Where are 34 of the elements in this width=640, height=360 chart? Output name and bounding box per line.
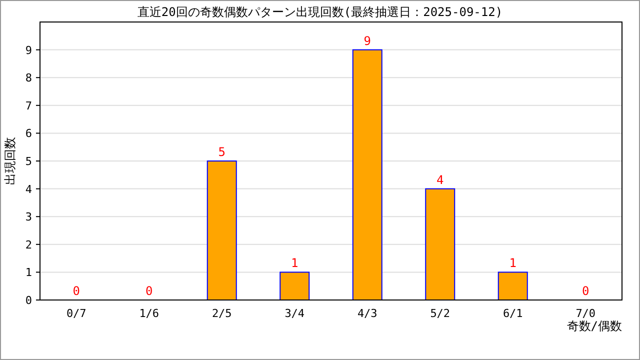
data-label: 9 bbox=[364, 34, 371, 48]
y-tick-label: 4 bbox=[25, 182, 32, 196]
y-tick-label: 5 bbox=[25, 155, 32, 168]
y-tick-label: 2 bbox=[25, 238, 32, 252]
x-tick-label: 3/4 bbox=[284, 307, 305, 320]
y-tick-label: 7 bbox=[25, 99, 32, 112]
x-axis-title: 奇数/偶数 bbox=[566, 319, 622, 333]
x-tick-label: 6/1 bbox=[502, 307, 523, 320]
bar bbox=[352, 49, 382, 300]
y-tick-label: 1 bbox=[25, 266, 32, 280]
x-tick-label: 1/6 bbox=[139, 307, 160, 320]
bar bbox=[498, 272, 528, 300]
y-tick-label: 0 bbox=[25, 294, 32, 307]
x-tick-label: 2/5 bbox=[212, 307, 232, 320]
y-tick-label: 6 bbox=[25, 127, 32, 140]
bar bbox=[425, 188, 456, 300]
data-label: 1 bbox=[509, 256, 516, 270]
x-tick-label: 0/7 bbox=[66, 307, 86, 320]
bar bbox=[280, 272, 310, 300]
y-axis-title: 出現回数 bbox=[3, 137, 17, 185]
data-label: 1 bbox=[291, 256, 298, 270]
x-tick-label: 5/2 bbox=[430, 307, 450, 320]
x-tick-label: 7/0 bbox=[576, 307, 596, 320]
y-tick-label: 9 bbox=[25, 44, 32, 57]
x-tick-label: 4/3 bbox=[357, 307, 378, 320]
chart-title: 直近20回の奇数偶数パターン出現回数(最終抽選日：2025-09-12) bbox=[137, 5, 503, 19]
y-tick-label: 8 bbox=[25, 72, 32, 85]
data-label: 5 bbox=[218, 145, 226, 159]
y-tick-label: 3 bbox=[25, 210, 32, 224]
data-label: 4 bbox=[436, 172, 444, 187]
data-label: 0 bbox=[146, 284, 153, 298]
data-label: 0 bbox=[72, 284, 80, 298]
bar bbox=[206, 160, 237, 300]
data-label: 0 bbox=[582, 284, 590, 298]
